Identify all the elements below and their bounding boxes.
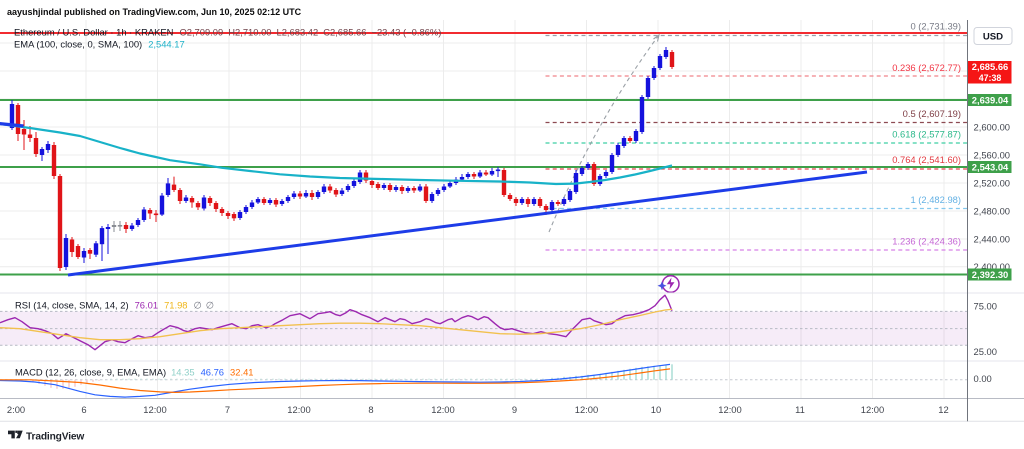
svg-text:12: 12	[938, 404, 948, 415]
svg-text:2,480.00: 2,480.00	[974, 205, 1011, 216]
svg-text:2,392.30: 2,392.30	[972, 269, 1009, 280]
svg-text:1 (2,482.98): 1 (2,482.98)	[910, 194, 961, 205]
svg-text:12:00: 12:00	[718, 404, 741, 415]
svg-text:2,520.00: 2,520.00	[974, 177, 1011, 188]
svg-text:0.236 (2,672.77): 0.236 (2,672.77)	[892, 62, 961, 73]
svg-text:12:00: 12:00	[287, 404, 310, 415]
svg-text:RSI (14, close, SMA, 14, 2)76.: RSI (14, close, SMA, 14, 2) 76.01 71.98 ∅ ∅	[15, 300, 214, 311]
svg-text:10: 10	[651, 404, 661, 415]
svg-text:2,685.66: 2,685.66	[972, 61, 1009, 72]
svg-text:2,543.04: 2,543.04	[972, 161, 1009, 172]
svg-text:2,560.00: 2,560.00	[974, 149, 1011, 160]
svg-text:MACD (12, 26, close, 9, EMA, E: MACD (12, 26, close, 9, EMA, EMA) 14.35 46…	[15, 366, 254, 377]
svg-text:1.236 (2,424.36): 1.236 (2,424.36)	[892, 235, 961, 246]
svg-text:2,600.00: 2,600.00	[974, 121, 1011, 132]
svg-text:7: 7	[225, 404, 230, 415]
svg-text:47:38: 47:38	[979, 73, 1002, 83]
svg-text:2,400.00: 2,400.00	[974, 261, 1011, 272]
svg-text:6: 6	[81, 404, 86, 415]
svg-text:0.5 (2,607.19): 0.5 (2,607.19)	[903, 108, 961, 119]
svg-text:12:00: 12:00	[575, 404, 598, 415]
svg-text:aayushjindal published on Trad: aayushjindal published on TradingView.co…	[7, 7, 302, 17]
svg-text:0.618 (2,577.87): 0.618 (2,577.87)	[892, 129, 961, 140]
svg-text:2,440.00: 2,440.00	[974, 233, 1011, 244]
svg-text:EMA (100, close, 0, SMA, 100)2: EMA (100, close, 0, SMA, 100) 2,544.17	[14, 39, 185, 50]
svg-text:12:00: 12:00	[431, 404, 454, 415]
svg-text:TradingView: TradingView	[26, 431, 84, 442]
svg-text:12:00: 12:00	[143, 404, 166, 415]
svg-text:2,639.04: 2,639.04	[972, 94, 1009, 105]
svg-text:0 (2,731.39): 0 (2,731.39)	[910, 21, 961, 32]
svg-text:75.00: 75.00	[974, 300, 997, 311]
svg-text:11: 11	[795, 404, 805, 415]
svg-text:8: 8	[368, 404, 373, 415]
svg-text:0.764 (2,541.60): 0.764 (2,541.60)	[892, 154, 961, 165]
svg-text:Ethereum / U.S. Dollar · 1h ·: Ethereum / U.S. Dollar · 1h · KRAKEN O2,7…	[14, 27, 441, 38]
svg-text:0.00: 0.00	[974, 373, 992, 384]
svg-text:USD: USD	[983, 32, 1003, 43]
svg-text:25.00: 25.00	[974, 346, 997, 357]
svg-text:2:00: 2:00	[7, 404, 25, 415]
svg-text:12:00: 12:00	[861, 404, 884, 415]
svg-text:9: 9	[512, 404, 517, 415]
